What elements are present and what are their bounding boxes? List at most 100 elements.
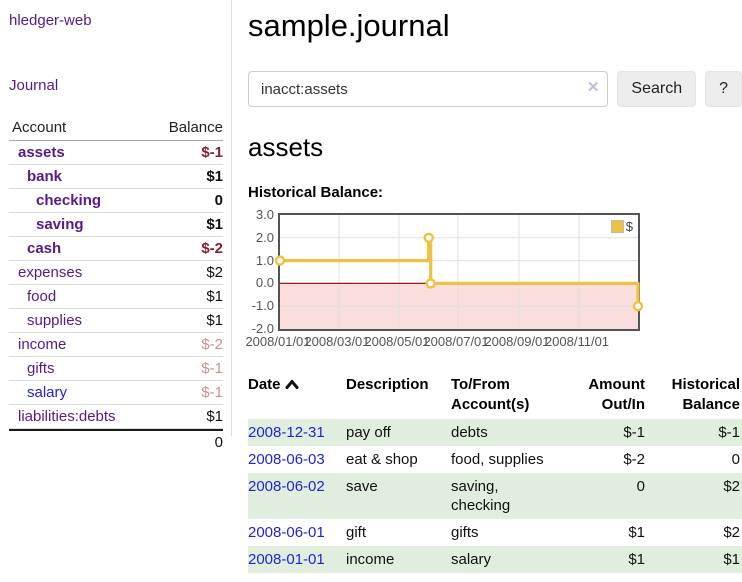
transaction-accounts: gifts bbox=[451, 524, 479, 541]
account-balance: $1 bbox=[206, 216, 223, 233]
description-column-header: Description bbox=[346, 376, 429, 393]
app-title-link[interactable]: hledger-web bbox=[9, 12, 92, 29]
transaction-balance: $-1 bbox=[647, 419, 742, 446]
transaction-date-link[interactable]: 2008-06-02 bbox=[248, 478, 325, 495]
app-title: hledger-web bbox=[9, 12, 222, 30]
account-row-assets: assets $-1 bbox=[9, 141, 223, 165]
balance-column-header: Historical Balance bbox=[671, 376, 740, 413]
search-input[interactable] bbox=[248, 71, 609, 107]
transaction-row: 2008-06-03 eat & shop food, supplies $-2… bbox=[248, 446, 742, 473]
account-link[interactable]: liabilities:debts bbox=[18, 408, 116, 425]
account-row-expenses: expenses $2 bbox=[9, 261, 223, 285]
y-tick-label: -2.0 bbox=[251, 321, 274, 336]
balance-column-header: Balance bbox=[168, 119, 223, 136]
account-balance: $-1 bbox=[201, 360, 223, 377]
chart-canvas bbox=[274, 215, 644, 329]
transaction-amount: $1 bbox=[628, 524, 645, 541]
transaction-description: eat & shop bbox=[346, 451, 418, 468]
search-input-wrap: ✕ bbox=[248, 71, 609, 107]
account-balance: 0 bbox=[214, 192, 223, 209]
account-link[interactable]: checking bbox=[36, 192, 102, 209]
account-row-cash: cash $-2 bbox=[9, 237, 223, 261]
transaction-date: 2008-06-02 bbox=[248, 473, 346, 519]
transaction-accounts: saving, checking bbox=[451, 473, 569, 519]
account-balance: $-2 bbox=[201, 240, 223, 257]
transaction-row: 2008-01-01 income salary $1 $1 bbox=[248, 546, 742, 573]
search-form: ✕ Search ? bbox=[248, 71, 742, 107]
account-row-checking: checking 0 bbox=[9, 189, 223, 213]
transactions-header-row: Date Description To/From Account(s) Amou… bbox=[248, 373, 742, 419]
account-link[interactable]: food bbox=[27, 288, 57, 305]
transaction-description: save bbox=[346, 473, 451, 519]
transaction-date-link[interactable]: 2008-01-01 bbox=[248, 551, 325, 568]
x-tick-label: 2008/05/01 bbox=[364, 334, 430, 349]
transaction-date-link[interactable]: 2008-12-31 bbox=[248, 424, 325, 441]
account-row-saving: saving $1 bbox=[9, 213, 223, 237]
x-tick-label: 2008/07/01 bbox=[423, 334, 489, 349]
transaction-row: 2008-06-01 gift gifts $1 $2 bbox=[248, 519, 742, 546]
account-row-supplies: supplies $1 bbox=[9, 309, 223, 333]
account-balance-table: Account Balance assets $-1 bank $1 check… bbox=[9, 116, 223, 454]
y-tick-label: 3.0 bbox=[255, 207, 274, 222]
account-link[interactable]: cash bbox=[27, 240, 62, 257]
account-link[interactable]: bank bbox=[27, 168, 63, 185]
legend-label: $ bbox=[625, 219, 633, 234]
transaction-description: gift bbox=[346, 524, 367, 541]
y-tick-label: 1.0 bbox=[255, 253, 274, 268]
account-link[interactable]: assets bbox=[18, 144, 65, 161]
account-balance: $1 bbox=[206, 288, 223, 305]
help-button[interactable]: ? bbox=[705, 71, 742, 107]
gridlines bbox=[280, 215, 638, 329]
transaction-row: 2008-12-31 pay off debts $-1 $-1 bbox=[248, 419, 742, 446]
account-heading: assets bbox=[248, 132, 324, 162]
chart-plot-area[interactable]: $ bbox=[274, 213, 644, 331]
accounts-total-value: 0 bbox=[214, 434, 223, 451]
transaction-amount: 0 bbox=[569, 473, 647, 519]
page-title: sample.journal bbox=[248, 8, 450, 43]
account-column-header: Account bbox=[12, 119, 67, 136]
historical-balance-chart: 3.0 2.0 1.0 0.0 -1.0 -2.0 bbox=[245, 208, 644, 351]
y-tick-label: 0.0 bbox=[255, 275, 274, 290]
clear-search-icon[interactable]: ✕ bbox=[586, 79, 600, 96]
transaction-amount: $-1 bbox=[569, 419, 647, 446]
account-row-salary: salary $-1 bbox=[9, 381, 223, 405]
x-tick-label: 2008/03/01 bbox=[304, 334, 370, 349]
transaction-date-link[interactable]: 2008-06-03 bbox=[248, 451, 325, 468]
journal-link[interactable]: Journal bbox=[9, 77, 59, 94]
x-tick-label: 2008/11/01 bbox=[544, 334, 610, 349]
transaction-date: 2008-06-01 bbox=[248, 519, 346, 546]
transaction-accounts: debts bbox=[451, 419, 569, 446]
transaction-accounts: salary bbox=[451, 546, 569, 573]
account-balance: $-1 bbox=[201, 144, 223, 161]
account-balance: $-1 bbox=[201, 384, 223, 401]
chart-title: Historical Balance: bbox=[248, 184, 384, 201]
search-button[interactable]: Search bbox=[617, 71, 697, 107]
account-link[interactable]: supplies bbox=[27, 312, 83, 329]
account-link[interactable]: income bbox=[18, 336, 67, 353]
account-link[interactable]: gifts bbox=[27, 360, 55, 377]
transactions-table: Date Description To/From Account(s) Amou… bbox=[248, 373, 742, 573]
tofrom-column-header: To/From Account(s) bbox=[451, 376, 530, 413]
account-balance: $-2 bbox=[201, 336, 223, 353]
accounts-total-row: 0 bbox=[9, 429, 223, 454]
account-balance: $1 bbox=[206, 168, 223, 185]
transaction-accounts: food, supplies bbox=[451, 451, 544, 468]
sidebar: hledger-web Journal Account Balance asse… bbox=[0, 0, 232, 451]
account-row-gifts: gifts $-1 bbox=[9, 357, 223, 381]
transaction-balance: 0 bbox=[731, 451, 740, 468]
transaction-date: 2008-12-31 bbox=[248, 419, 346, 446]
account-link[interactable]: salary bbox=[27, 384, 68, 401]
y-tick-label: -1.0 bbox=[251, 298, 274, 313]
transaction-description: income bbox=[346, 546, 451, 573]
x-tick-label: 2008/09/01 bbox=[484, 334, 550, 349]
transaction-description: pay off bbox=[346, 419, 451, 446]
x-tick-label: 2008/01/01 bbox=[245, 334, 311, 349]
transaction-date-link[interactable]: 2008-06-01 bbox=[248, 524, 325, 541]
data-point-markers bbox=[274, 232, 644, 312]
chart-legend: $ bbox=[608, 218, 635, 235]
account-link[interactable]: expenses bbox=[18, 264, 83, 281]
amount-column-header: Amount Out/In bbox=[588, 376, 645, 413]
account-link[interactable]: saving bbox=[36, 216, 84, 233]
main-content: sample.journal ✕ Search ? assets Histori… bbox=[245, 0, 742, 573]
date-column-header[interactable]: Date bbox=[248, 373, 346, 419]
